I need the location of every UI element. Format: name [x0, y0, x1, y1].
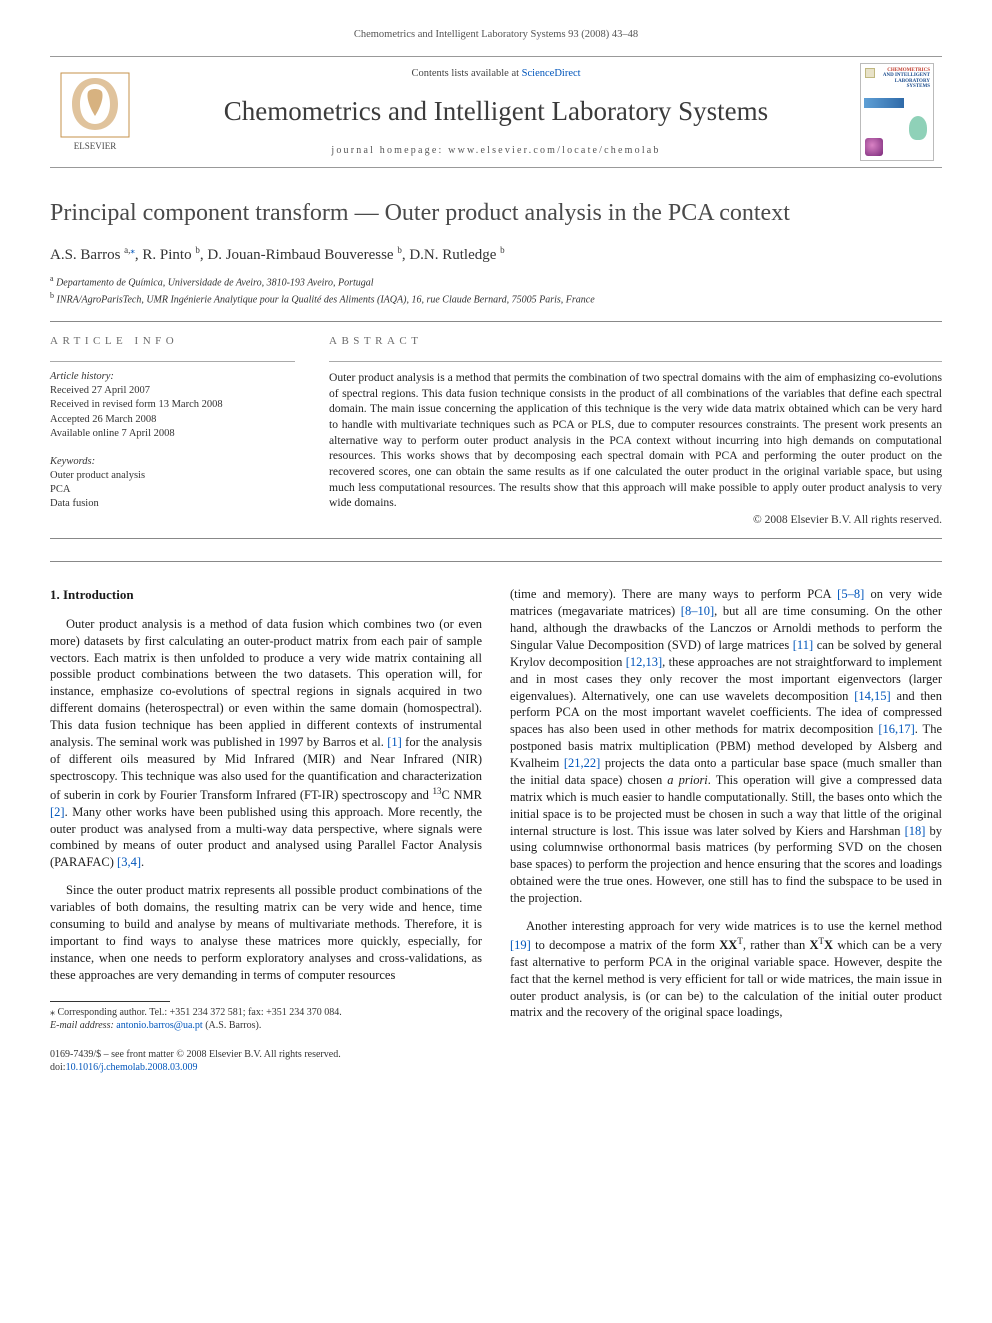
keyword-1: Outer product analysis	[50, 469, 295, 483]
info-abstract-row: ARTICLE INFO Article history: Received 2…	[50, 334, 942, 528]
cover-line-d: SYSTEMS	[907, 84, 930, 89]
keyword-2: PCA	[50, 483, 295, 497]
abstract-text: Outer product analysis is a method that …	[329, 370, 942, 511]
history-label: Article history:	[50, 370, 295, 384]
article-history-block: Article history: Received 27 April 2007 …	[50, 370, 295, 512]
cover-line-a: CHEMOMETRICS	[887, 68, 930, 73]
keywords-label: Keywords:	[50, 455, 295, 469]
contents-available-line: Contents lists available at ScienceDirec…	[150, 67, 842, 81]
masthead-center: Contents lists available at ScienceDirec…	[140, 61, 852, 163]
history-online: Available online 7 April 2008	[50, 427, 295, 441]
footnote-email-label: E-mail address:	[50, 1020, 114, 1031]
rule-1	[50, 321, 942, 322]
elsevier-logo-icon: ELSEVIER	[60, 72, 130, 152]
journal-homepage: journal homepage: www.elsevier.com/locat…	[150, 144, 842, 158]
contents-prefix: Contents lists available at	[411, 68, 521, 79]
ref-link-11[interactable]: [11]	[793, 638, 813, 652]
page: Chemometrics and Intelligent Laboratory …	[0, 0, 992, 1114]
abstract-col: ABSTRACT Outer product analysis is a met…	[329, 334, 942, 528]
author-3: , D. Jouan-Rimbaud Bouveresse	[200, 247, 397, 263]
ref-link-14-15[interactable]: [14,15]	[854, 689, 890, 703]
ref-link-1[interactable]: [1]	[387, 735, 402, 749]
ref-link-2[interactable]: [2]	[50, 805, 65, 819]
para-3: (time and memory). There are many ways t…	[510, 586, 942, 907]
info-rule	[50, 361, 295, 362]
history-revised: Received in revised form 13 March 2008	[50, 398, 295, 412]
ref-link-16-17[interactable]: [16,17]	[878, 722, 914, 736]
rule-2	[50, 538, 942, 539]
footnote-email-tail: (A.S. Barros).	[203, 1020, 262, 1031]
ref-link-5-8[interactable]: [5–8]	[837, 587, 864, 601]
keyword-3: Data fusion	[50, 497, 295, 511]
ref-link-18[interactable]: [18]	[905, 824, 926, 838]
svg-text:ELSEVIER: ELSEVIER	[74, 141, 117, 151]
footnote-rule	[50, 1001, 170, 1002]
publisher-logo-block: ELSEVIER	[50, 72, 140, 152]
running-header: Chemometrics and Intelligent Laboratory …	[50, 28, 942, 42]
article-info-col: ARTICLE INFO Article history: Received 2…	[50, 334, 295, 528]
footnote-corr: ⁎ Corresponding author. Tel.: +351 234 3…	[50, 1006, 482, 1019]
affiliation-a: a Departamento de Química, Universidade …	[50, 274, 942, 290]
ref-link-8-10[interactable]: [8–10]	[681, 604, 714, 618]
journal-name: Chemometrics and Intelligent Laboratory …	[150, 93, 842, 129]
ref-link-3-4[interactable]: [3,4]	[117, 855, 141, 869]
author-2: , R. Pinto	[135, 247, 195, 263]
footer-block: 0169-7439/$ – see front matter © 2008 El…	[50, 1048, 942, 1074]
footer-copyright: 0169-7439/$ – see front matter © 2008 El…	[50, 1048, 942, 1061]
journal-cover-block: CHEMOMETRICS AND INTELLIGENT LABORATORY …	[852, 63, 942, 161]
abstract-head: ABSTRACT	[329, 334, 942, 349]
rule-3	[50, 561, 942, 562]
ref-link-19[interactable]: [19]	[510, 938, 531, 952]
corresponding-footnote: ⁎ Corresponding author. Tel.: +351 234 3…	[50, 1006, 482, 1032]
para-4: Another interesting approach for very wi…	[510, 918, 942, 1021]
footnote-email-link[interactable]: antonio.barros@ua.pt	[116, 1020, 202, 1031]
article-info-head: ARTICLE INFO	[50, 334, 295, 349]
section-1-head: 1. Introduction	[50, 586, 482, 604]
history-received: Received 27 April 2007	[50, 384, 295, 398]
para-1: Outer product analysis is a method of da…	[50, 616, 482, 871]
ref-link-12-13[interactable]: [12,13]	[626, 655, 662, 669]
cover-line-b: AND INTELLIGENT	[883, 73, 930, 78]
abstract-copyright: © 2008 Elsevier B.V. All rights reserved…	[329, 513, 942, 529]
body-columns: 1. Introduction Outer product analysis i…	[50, 586, 942, 1032]
article-title: Principal component transform — Outer pr…	[50, 198, 942, 228]
abs-rule	[329, 361, 942, 362]
affiliation-b: b INRA/AgroParisTech, UMR Ingénierie Ana…	[50, 291, 942, 307]
masthead: ELSEVIER Contents lists available at Sci…	[50, 56, 942, 168]
cover-line-c: LABORATORY	[895, 79, 930, 84]
doi-label: doi:	[50, 1062, 66, 1073]
journal-cover-icon: CHEMOMETRICS AND INTELLIGENT LABORATORY …	[860, 63, 934, 161]
doi-link[interactable]: 10.1016/j.chemolab.2008.03.009	[66, 1062, 198, 1073]
sciencedirect-link[interactable]: ScienceDirect	[522, 68, 581, 79]
author-4: , D.N. Rutledge	[402, 247, 500, 263]
author-1: A.S. Barros	[50, 247, 124, 263]
ref-link-21-22[interactable]: [21,22]	[564, 756, 600, 770]
para-2: Since the outer product matrix represent…	[50, 882, 482, 983]
history-accepted: Accepted 26 March 2008	[50, 413, 295, 427]
author-list: A.S. Barros a,⁎, R. Pinto b, D. Jouan-Ri…	[50, 244, 942, 265]
